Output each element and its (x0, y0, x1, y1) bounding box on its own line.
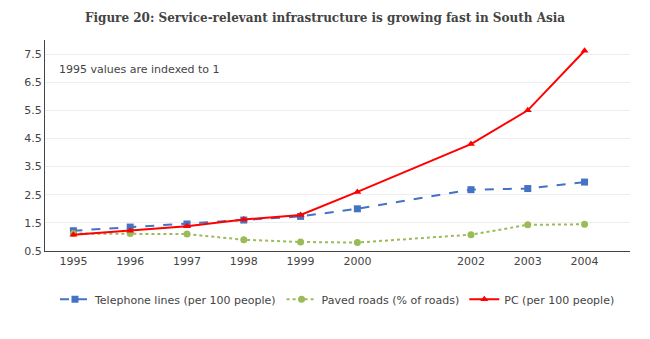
svg-text:7.5: 7.5 (24, 48, 42, 61)
svg-text:Figure 20: Service-relevant in: Figure 20: Service-relevant infrastructu… (85, 11, 565, 25)
svg-text:2003: 2003 (514, 255, 542, 268)
svg-text:Telephone lines (per 100 peopl: Telephone lines (per 100 people) (94, 294, 276, 307)
svg-text:2000: 2000 (343, 255, 371, 268)
svg-text:5.5: 5.5 (24, 104, 42, 117)
svg-text:6.5: 6.5 (24, 76, 42, 89)
svg-text:Paved roads (% of roads): Paved roads (% of roads) (322, 294, 460, 307)
svg-text:3.5: 3.5 (24, 160, 42, 173)
svg-text:2004: 2004 (571, 255, 599, 268)
svg-text:1995 values are indexed to 1: 1995 values are indexed to 1 (59, 63, 220, 76)
svg-text:1997: 1997 (173, 255, 201, 268)
svg-text:1.5: 1.5 (24, 217, 42, 230)
svg-text:2.5: 2.5 (24, 189, 42, 202)
svg-text:2002: 2002 (457, 255, 485, 268)
svg-text:1999: 1999 (287, 255, 315, 268)
svg-text:1995: 1995 (59, 255, 87, 268)
svg-text:1996: 1996 (116, 255, 144, 268)
svg-text:1998: 1998 (230, 255, 258, 268)
svg-text:0.5: 0.5 (24, 245, 42, 258)
svg-text:PC (per 100 people): PC (per 100 people) (504, 294, 614, 307)
svg-text:4.5: 4.5 (24, 132, 42, 145)
